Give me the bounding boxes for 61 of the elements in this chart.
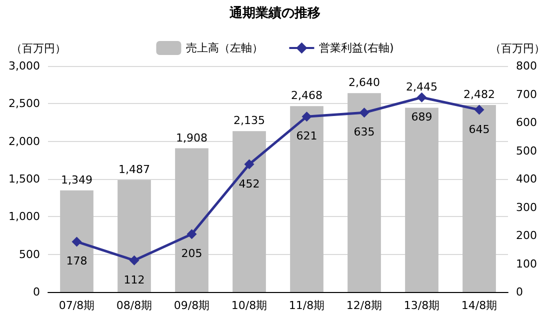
data-label: 2,482 <box>464 88 495 102</box>
x-tick-label: 12/8期 <box>346 299 382 312</box>
data-label: 452 <box>238 177 260 190</box>
point <box>72 236 82 247</box>
x-tick-label: 11/8期 <box>288 299 325 312</box>
y2-tick-label: 600 <box>516 116 537 129</box>
data-label: 2,468 <box>291 89 322 102</box>
y-tick-label: 1,000 <box>8 210 40 224</box>
x-tick-label: 07/8期 <box>58 299 95 312</box>
bar <box>118 180 151 292</box>
data-label: 1,908 <box>176 131 208 144</box>
data-label: 1,487 <box>118 162 150 176</box>
bar <box>60 190 94 292</box>
chart-title: 通期業績の推移 <box>228 5 320 21</box>
data-label: 645 <box>468 122 490 136</box>
data-label: 2,135 <box>234 114 265 128</box>
point <box>244 159 254 170</box>
point <box>302 112 312 122</box>
bar <box>175 148 208 292</box>
y2-tick-label: 100 <box>516 257 537 270</box>
y2-tick-label: 800 <box>516 60 537 72</box>
point <box>359 108 370 118</box>
data-label: 689 <box>411 110 432 124</box>
point <box>474 104 484 115</box>
y-tick-label: 3,000 <box>8 60 40 72</box>
data-label: 2,640 <box>348 76 380 90</box>
y-tick-label: 1,500 <box>8 172 40 186</box>
data-label: 635 <box>354 126 375 139</box>
bar <box>462 105 496 292</box>
bar <box>348 93 381 292</box>
x-tick-label: 14/8期 <box>461 299 498 312</box>
y-tick-label: 0 <box>33 286 40 298</box>
y2-tick-label: 200 <box>516 229 537 242</box>
x-tick-label: 09/8期 <box>174 299 210 312</box>
point <box>416 92 427 102</box>
bar <box>232 131 266 292</box>
y2-tick-label: 700 <box>516 88 537 101</box>
data-label: 621 <box>296 130 318 143</box>
y2-tick-label: 400 <box>516 172 537 186</box>
y2-tick-label: 0 <box>516 286 523 298</box>
data-label: 112 <box>124 273 145 286</box>
data-label: 2,445 <box>406 80 438 94</box>
point <box>129 255 140 266</box>
data-label: 178 <box>66 254 88 268</box>
bar <box>405 108 438 292</box>
point <box>186 229 197 240</box>
y2-tick-label: 500 <box>516 144 537 158</box>
y-axis-title: （百万円） <box>11 42 66 55</box>
y-tick-label: 2,000 <box>8 134 40 148</box>
legend-label: 売上高（左軸） <box>186 42 264 54</box>
y-tick-label: 500 <box>19 248 40 261</box>
y2-tick-label: 300 <box>516 200 537 214</box>
x-tick-label: 08/8期 <box>116 299 152 312</box>
y2-axis-title: （百万円） <box>490 42 545 55</box>
bar <box>290 106 324 292</box>
x-tick-label: 13/8期 <box>404 299 440 312</box>
x-tick-label: 10/8期 <box>231 299 268 312</box>
data-label: 1,349 <box>61 173 92 186</box>
data-label: 205 <box>181 247 202 260</box>
legend-label: 営業利益(右軸) <box>319 42 394 54</box>
y-tick-label: 2,500 <box>8 97 40 110</box>
